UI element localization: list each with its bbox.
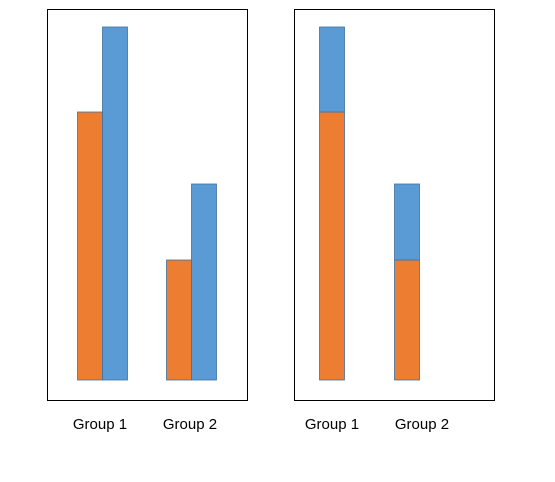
left-bar-group-2-series-2 bbox=[191, 183, 217, 381]
right-bar-group-2-segment-2 bbox=[394, 183, 420, 261]
right-tick-label-group-1: Group 1 bbox=[305, 416, 359, 433]
right-tick-label-group-2: Group 2 bbox=[395, 416, 449, 433]
left-tick-label-group-2: Group 2 bbox=[163, 416, 217, 433]
left-tick-label-group-1: Group 1 bbox=[73, 416, 127, 433]
left-bar-group-2-series-1 bbox=[166, 259, 192, 381]
right-bars bbox=[319, 26, 420, 381]
right-bar-group-2-segment-1 bbox=[394, 259, 420, 381]
stacked-bar-chart: Group 1 Group 2 bbox=[294, 9, 495, 433]
right-bar-group-1-segment-1 bbox=[319, 111, 345, 381]
right-bar-group-1-segment-2 bbox=[319, 26, 345, 113]
left-bar-group-1-series-1 bbox=[77, 111, 103, 381]
left-bar-group-1-series-2 bbox=[102, 26, 128, 381]
grouped-bar-chart: Group 1 Group 2 bbox=[47, 9, 248, 433]
left-bars bbox=[77, 26, 217, 381]
